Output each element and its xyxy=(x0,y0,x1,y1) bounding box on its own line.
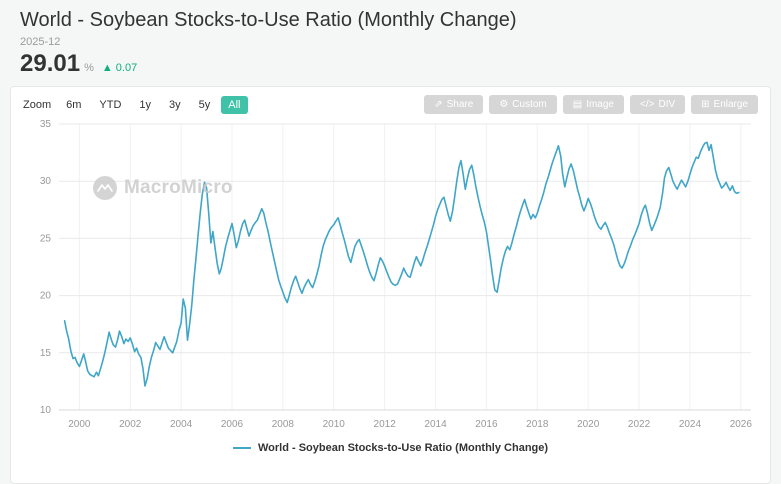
image-button-label: Image xyxy=(586,99,614,110)
value-unit: % xyxy=(84,62,94,74)
svg-text:2000: 2000 xyxy=(68,419,91,430)
chart-card: Zoom 6m YTD 1y 3y 5y All ⇗ Share ⚙ Custo… xyxy=(10,86,771,484)
legend-series-label: World - Soybean Stocks-to-Use Ratio (Mon… xyxy=(257,442,549,454)
page-title: World - Soybean Stocks-to-Use Ratio (Mon… xyxy=(20,9,517,31)
share-button-label: Share xyxy=(446,99,474,110)
latest-date: 2025-12 xyxy=(20,36,61,48)
range-selector: Zoom 6m YTD 1y 3y 5y All xyxy=(23,95,248,114)
svg-text:2026: 2026 xyxy=(730,419,753,430)
svg-text:10: 10 xyxy=(40,405,52,416)
svg-text:30: 30 xyxy=(40,176,52,187)
svg-text:2022: 2022 xyxy=(628,419,651,430)
line-chart[interactable]: 2000 2002 2004 2006 2008 2010 2012 2014 2016 2018… xyxy=(23,118,760,440)
svg-text:2004: 2004 xyxy=(170,419,193,430)
svg-text:2010: 2010 xyxy=(323,419,346,430)
range-3y[interactable]: 3y xyxy=(169,98,181,111)
enlarge-button-label: Enlarge xyxy=(713,99,748,110)
embed-icon: </> xyxy=(640,99,655,110)
svg-text:2012: 2012 xyxy=(374,419,397,430)
svg-text:2024: 2024 xyxy=(679,419,702,430)
svg-text:2008: 2008 xyxy=(272,419,295,430)
enlarge-icon: ⊞ xyxy=(701,99,710,110)
share-button[interactable]: ⇗ Share xyxy=(424,95,484,114)
zoom-label: Zoom xyxy=(23,98,52,111)
range-5y[interactable]: 5y xyxy=(198,98,211,111)
image-button[interactable]: ▤ Image xyxy=(562,95,624,114)
range-6m[interactable]: 6m xyxy=(66,98,82,111)
custom-button-label: Custom xyxy=(512,99,547,110)
svg-text:2002: 2002 xyxy=(119,419,142,430)
svg-text:35: 35 xyxy=(40,119,52,130)
chart-area[interactable]: 2000 2002 2004 2006 2008 2010 2012 2014 2016 2018… xyxy=(23,118,758,440)
range-ytd[interactable]: YTD xyxy=(99,98,122,111)
svg-text:2014: 2014 xyxy=(424,419,447,430)
svg-text:20: 20 xyxy=(40,291,52,302)
enlarge-button[interactable]: ⊞ Enlarge xyxy=(691,95,758,114)
chart-toolbar: Zoom 6m YTD 1y 3y 5y All ⇗ Share ⚙ Custo… xyxy=(23,95,758,114)
svg-text:2016: 2016 xyxy=(475,419,498,430)
svg-text:2018: 2018 xyxy=(526,419,549,430)
range-all[interactable]: All xyxy=(221,95,248,114)
svg-text:15: 15 xyxy=(40,348,52,359)
chart-header: World - Soybean Stocks-to-Use Ratio (Mon… xyxy=(0,0,781,82)
div-embed-button[interactable]: </> DIV xyxy=(630,95,686,114)
change-up-icon: ▲ xyxy=(101,62,113,74)
svg-text:2006: 2006 xyxy=(221,419,244,430)
latest-value: 29.01 xyxy=(20,50,81,77)
legend-series-swatch xyxy=(232,447,251,449)
chart-legend[interactable]: World - Soybean Stocks-to-Use Ratio (Mon… xyxy=(23,442,758,454)
svg-text:2020: 2020 xyxy=(577,419,600,430)
custom-button[interactable]: ⚙ Custom xyxy=(489,95,557,114)
svg-text:25: 25 xyxy=(40,233,52,244)
gear-icon: ⚙ xyxy=(499,99,509,110)
image-icon: ▤ xyxy=(572,99,583,110)
range-1y[interactable]: 1y xyxy=(139,98,152,111)
div-button-label: DIV xyxy=(658,99,676,110)
action-buttons: ⇗ Share ⚙ Custom ▤ Image </> DIV ⊞ Enlar… xyxy=(424,95,758,114)
change-value: 0.07 xyxy=(115,62,138,74)
share-icon: ⇗ xyxy=(434,99,443,110)
